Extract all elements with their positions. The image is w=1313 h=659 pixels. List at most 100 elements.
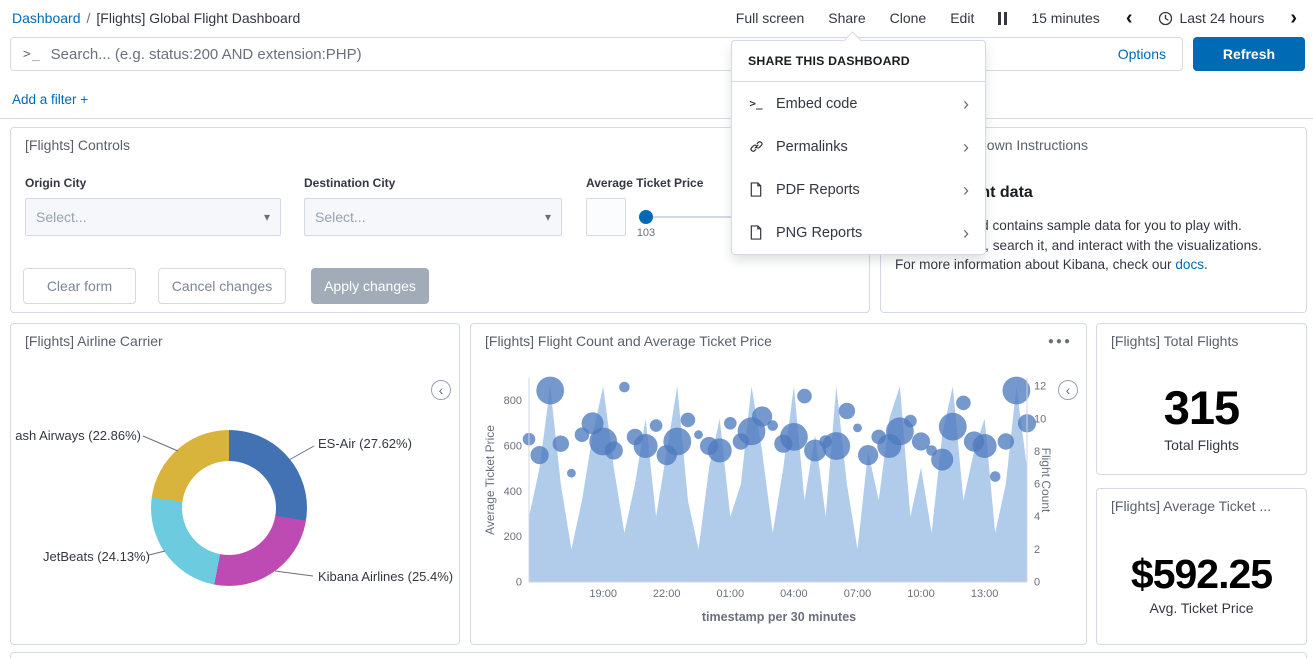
panel-options-icon[interactable]: ●●● — [1047, 336, 1072, 347]
airline-carrier-donut[interactable] — [151, 430, 307, 586]
pie-label-jetbeats: JetBeats (24.13%) — [43, 549, 150, 564]
chevron-right-icon: › — [963, 93, 969, 114]
controls-panel-title: [Flights] Controls — [25, 137, 131, 153]
svg-text:600: 600 — [504, 441, 522, 453]
share-item-permalinks[interactable]: Permalinks › — [732, 125, 985, 168]
pie-label-kibana-airlines: Kibana Airlines (25.4%) — [318, 569, 454, 584]
markdown-line-3: For more information about Kibana, check… — [895, 257, 1208, 272]
pause-icon[interactable] — [998, 11, 1008, 25]
breadcrumb-dashboard-link[interactable]: Dashboard — [12, 10, 81, 26]
flight-chart-svg: 0 200 400 600 800 0 2 4 6 8 10 12 19:00 22:00 01:00 04:… — [504, 376, 1046, 600]
add-filter-link[interactable]: Add a filter + — [12, 92, 89, 107]
chevron-right-icon: › — [963, 136, 969, 157]
svg-text:8: 8 — [1034, 446, 1040, 458]
svg-text:0: 0 — [1034, 577, 1040, 589]
total-flights-panel: [Flights] Total Flights 315 Total Flight… — [1096, 323, 1307, 475]
share-item-embed-code[interactable]: >_ Embed code › — [732, 82, 985, 125]
donut-hole — [182, 461, 276, 555]
share-item-label: Permalinks — [776, 138, 848, 155]
clone-button[interactable]: Clone — [889, 10, 927, 26]
time-range-button[interactable]: Last 24 hours — [1158, 10, 1264, 26]
price-min-input[interactable] — [586, 198, 626, 236]
avg-ticket-price-panel: [Flights] Average Ticket ... $592.25 Avg… — [1096, 488, 1307, 645]
document-icon — [748, 225, 764, 241]
time-range-label: Last 24 hours — [1179, 10, 1265, 26]
chevron-down-icon: ▾ — [544, 210, 551, 224]
refresh-interval-button[interactable]: 15 minutes — [1031, 10, 1100, 26]
svg-text:6: 6 — [1034, 479, 1040, 491]
svg-text:07:00: 07:00 — [844, 588, 872, 600]
airline-carrier-panel: [Flights] Airline Carrier ‹ ash Airways … — [10, 323, 460, 645]
console-icon: >_ — [749, 97, 763, 110]
share-item-label: PDF Reports — [776, 181, 860, 198]
flight-count-price-panel: [Flights] Flight Count and Average Ticke… — [470, 323, 1087, 645]
svg-text:22:00: 22:00 — [653, 588, 681, 600]
y-axis-left-title: Average Ticket Price — [483, 425, 497, 535]
legend-toggle-icon[interactable]: ‹ — [1058, 380, 1078, 400]
console-prompt-icon: >_ — [23, 46, 41, 62]
chevron-right-icon: › — [963, 179, 969, 200]
breadcrumb-separator: / — [86, 10, 91, 26]
share-item-png-reports[interactable]: PNG Reports › — [732, 211, 985, 254]
price-slider-track — [646, 216, 738, 218]
time-forward-chevron-icon[interactable]: › — [1290, 7, 1297, 29]
share-button[interactable]: Share — [828, 10, 866, 26]
svg-text:10: 10 — [1034, 413, 1046, 425]
avg-ticket-value: $592.25 — [1130, 551, 1273, 597]
legend-toggle-icon[interactable]: ‹ — [431, 380, 451, 400]
origin-city-select[interactable]: Select... ▾ — [25, 198, 281, 236]
svg-text:800: 800 — [504, 395, 522, 407]
svg-text:2: 2 — [1034, 544, 1040, 556]
chevron-right-icon: › — [963, 222, 969, 243]
filter-bar: Add a filter + — [12, 92, 88, 107]
page-title: [Flights] Global Flight Dashboard — [96, 10, 301, 26]
markdown-line-2: You can view it, search it, and interact… — [895, 237, 1262, 253]
header-divider — [0, 118, 1313, 119]
svg-text:04:00: 04:00 — [780, 588, 808, 600]
pie-label-logstash-airways: ash Airways (22.86%) — [15, 428, 141, 443]
share-popover-title: SHARE THIS DASHBOARD — [732, 41, 985, 82]
airline-carrier-panel-title: [Flights] Airline Carrier — [25, 333, 163, 349]
cancel-changes-button[interactable]: Cancel changes — [158, 268, 286, 304]
avg-ticket-label: Avg. Ticket Price — [1149, 600, 1254, 616]
price-slider-handle[interactable] — [639, 210, 653, 224]
x-axis-title: timestamp per 30 minutes — [701, 610, 857, 624]
share-item-label: Embed code — [776, 95, 858, 112]
edit-button[interactable]: Edit — [950, 10, 975, 26]
query-bar: >_ Options Refresh — [10, 37, 1305, 71]
docs-link[interactable]: docs — [1175, 257, 1205, 272]
svg-text:400: 400 — [504, 486, 522, 498]
avg-ticket-metric: $592.25 Avg. Ticket Price — [1097, 551, 1306, 616]
avg-ticket-price-label: Average Ticket Price — [586, 176, 704, 190]
avg-ticket-panel-title: [Flights] Average Ticket ... — [1111, 498, 1272, 514]
svg-text:4: 4 — [1034, 511, 1040, 523]
y-axis-right-title: Flight Count — [1039, 447, 1053, 513]
apply-changes-button[interactable]: Apply changes — [311, 268, 429, 304]
top-menu: Full screen Share Clone Edit 15 minutes … — [736, 8, 1299, 28]
breadcrumb: Dashboard / [Flights] Global Flight Dash… — [12, 10, 300, 26]
full-screen-button[interactable]: Full screen — [735, 10, 805, 26]
time-back-chevron-icon[interactable]: ‹ — [1125, 7, 1133, 29]
svg-text:01:00: 01:00 — [717, 588, 745, 600]
destination-city-placeholder: Select... — [315, 209, 366, 225]
origin-city-placeholder: Select... — [36, 209, 87, 225]
share-item-pdf-reports[interactable]: PDF Reports › — [732, 168, 985, 211]
next-row-panel-edge — [10, 652, 1307, 658]
link-icon — [748, 139, 764, 155]
share-popover: SHARE THIS DASHBOARD >_ Embed code › Per… — [731, 31, 986, 255]
destination-city-select[interactable]: Select... ▾ — [304, 198, 562, 236]
svg-text:10:00: 10:00 — [907, 588, 935, 600]
clear-form-button[interactable]: Clear form — [23, 268, 136, 304]
pie-label-es-air: ES-Air (27.62%) — [318, 436, 412, 451]
destination-city-label: Destination City — [304, 176, 396, 190]
refresh-button[interactable]: Refresh — [1193, 37, 1305, 71]
origin-city-label: Origin City — [25, 176, 87, 190]
search-box: >_ Options — [10, 37, 1183, 71]
share-item-label: PNG Reports — [776, 224, 863, 241]
svg-text:19:00: 19:00 — [589, 588, 617, 600]
svg-text:200: 200 — [504, 531, 522, 543]
document-icon — [748, 182, 764, 198]
total-flights-label: Total Flights — [1164, 437, 1239, 453]
controls-panel: [Flights] Controls Origin City Select...… — [10, 127, 870, 313]
options-link[interactable]: Options — [1117, 46, 1166, 62]
